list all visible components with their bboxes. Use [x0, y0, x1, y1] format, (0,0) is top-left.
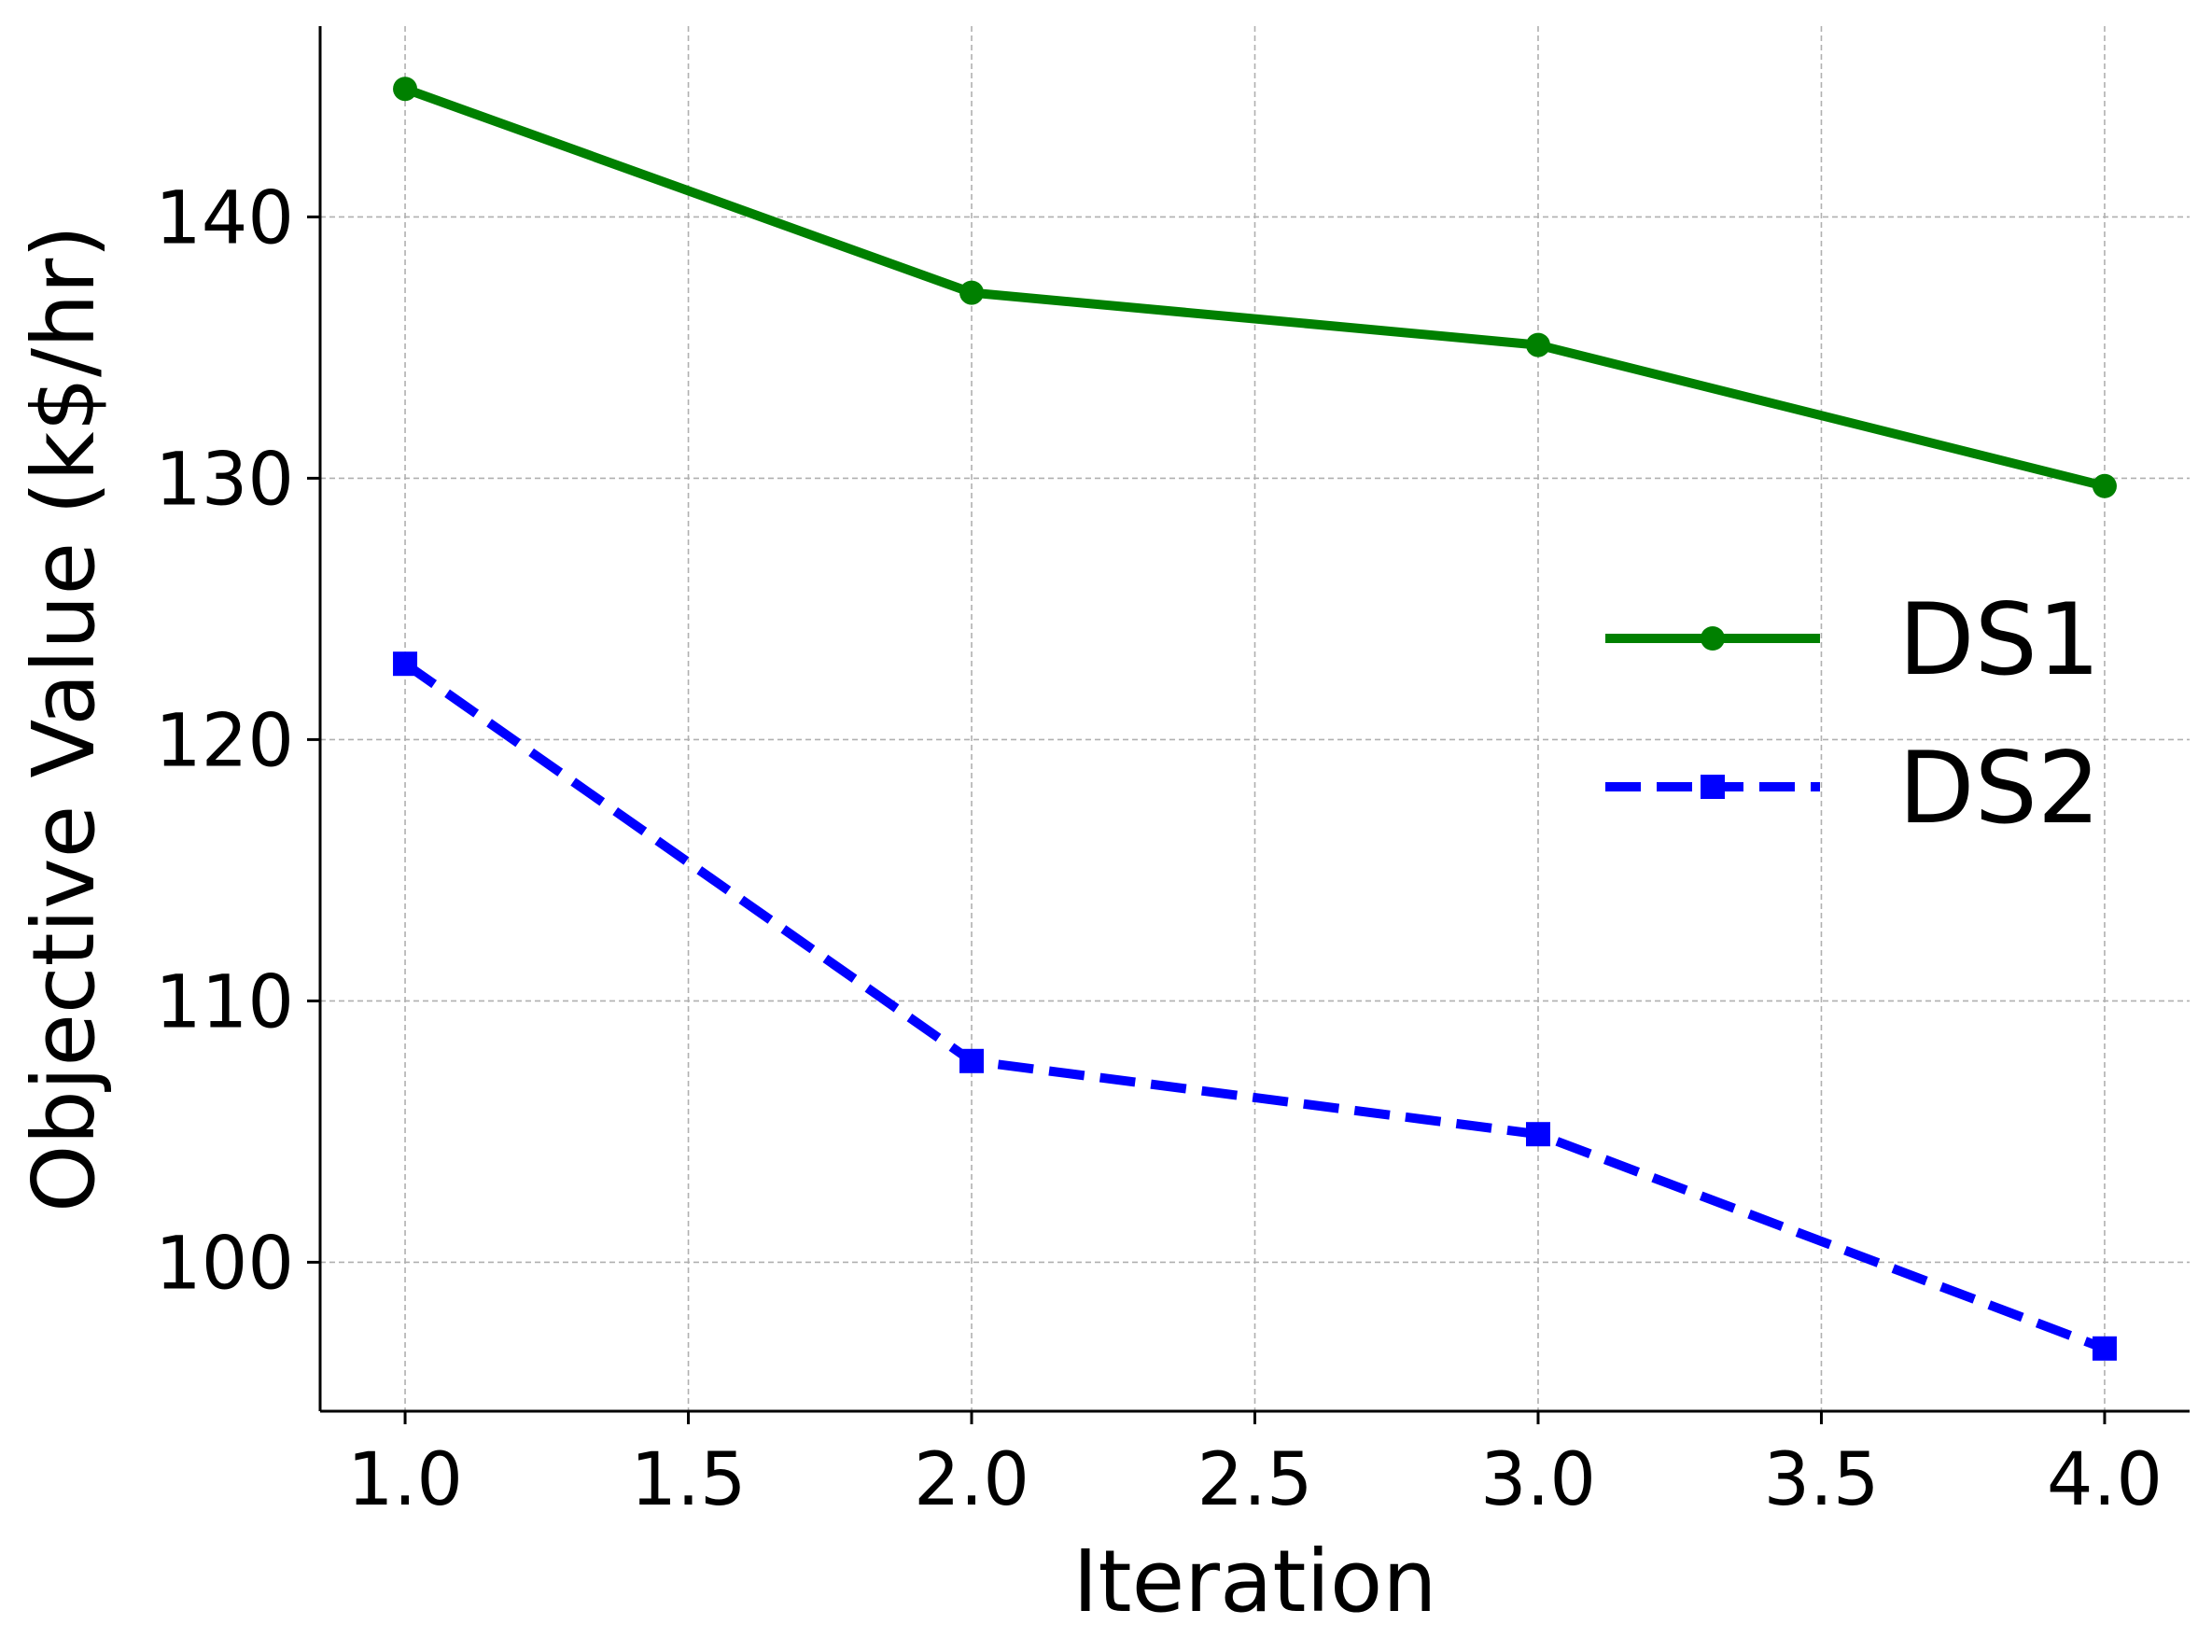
data-point [1525, 332, 1550, 357]
data-point [2092, 1336, 2117, 1361]
axes [307, 26, 2190, 1424]
y-tick-label: 140 [155, 176, 294, 260]
legend-label: DS2 [1898, 731, 2100, 846]
legend-marker [1701, 775, 1725, 799]
series-ds2 [393, 651, 2117, 1361]
y-axis-label: Objective Value (k$/hr) [14, 225, 114, 1212]
grid-lines [320, 26, 2190, 1411]
x-tick-label: 3.0 [1480, 1438, 1596, 1522]
data-point [393, 77, 418, 102]
legend-entry-ds2: DS2 [1605, 731, 2100, 846]
tick-labels: 1.0 1.5 2.0 2.5 3.0 3.5 4.0 100 110 120 130 140 [155, 176, 2163, 1522]
x-tick-label: 1.5 [631, 1438, 747, 1522]
legend-entry-ds1: DS1 [1605, 582, 2100, 697]
data-point [959, 1048, 985, 1073]
data-point [2092, 473, 2117, 498]
x-axis-label: Iteration [1072, 1532, 1436, 1631]
series-line [403, 84, 2107, 491]
legend-label: DS1 [1898, 582, 2100, 697]
x-tick-label: 3.5 [1763, 1438, 1879, 1522]
y-tick-label: 100 [155, 1222, 294, 1306]
data-series [393, 77, 2117, 1361]
y-tick-label: 110 [155, 960, 294, 1044]
y-tick-label: 120 [155, 699, 294, 783]
data-point [1525, 1122, 1550, 1147]
series-ds1 [393, 77, 2117, 498]
data-point [393, 651, 418, 677]
data-point [959, 280, 985, 305]
x-tick-label: 1.0 [347, 1438, 463, 1522]
x-tick-label: 2.5 [1197, 1438, 1312, 1522]
x-tick-label: 4.0 [2047, 1438, 2163, 1522]
series-line [402, 660, 2107, 1353]
legend-marker [1701, 626, 1725, 651]
y-tick-label: 130 [155, 438, 294, 522]
x-tick-label: 2.0 [914, 1438, 1029, 1522]
